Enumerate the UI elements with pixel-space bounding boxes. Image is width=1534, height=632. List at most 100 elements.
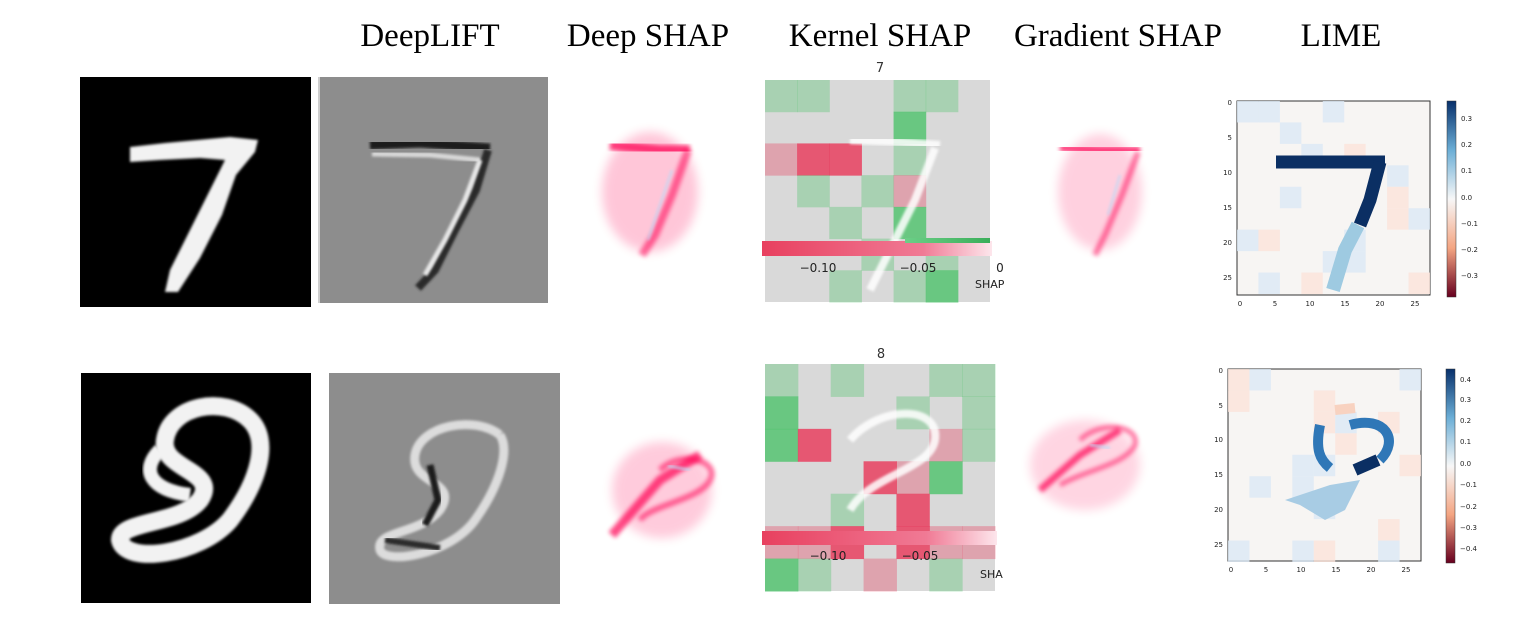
lime-cell (1292, 454, 1314, 477)
lime-x-tick-7: 25 (1411, 300, 1420, 308)
kernel-shap-cell (962, 428, 996, 462)
lime-colorbar-tick-8: 0.1 (1460, 438, 1471, 446)
kernel-shap-cell (797, 175, 830, 208)
kernel-shap-cells-7 (765, 80, 959, 303)
kernel-shap-cell (893, 80, 927, 113)
lime-colorbar-ticks-7: 0.3 0.2 0.1 0.0 −0.1 −0.2 −0.3 (1461, 115, 1478, 280)
lime-y-tick-8: 20 (1214, 506, 1223, 514)
kernel-shap-cell (929, 461, 963, 495)
lime-x-tick-8: 0 (1229, 566, 1233, 574)
lime-colorbar-tick-7: 0.2 (1461, 141, 1472, 149)
lime-x-tick-8: 25 (1402, 566, 1411, 574)
kernel-shap-title-7: 7 (876, 61, 884, 76)
lime-cell (1237, 101, 1259, 123)
kernel-shap-cell (962, 396, 996, 430)
lime-cell (1387, 165, 1409, 187)
deep-shap-map-7 (602, 132, 698, 258)
column-title-deep-shap: Deep SHAP (566, 18, 730, 54)
lime-x-tick-7: 20 (1376, 300, 1385, 308)
lime-faint-cells-8 (1228, 369, 1421, 562)
kernel-shap-cell (893, 143, 927, 176)
lime-cell (1301, 272, 1323, 294)
lime-y-tick-8: 5 (1219, 402, 1223, 410)
kernel-shap-map-7: 7 −0.10 −0.05 0 SHAP (762, 61, 1005, 303)
deeplift-map-8 (329, 373, 560, 604)
lime-colorbar-tick-7: −0.1 (1461, 220, 1478, 228)
kernel-shap-cell (765, 143, 798, 176)
lime-y-tick-7: 10 (1223, 169, 1232, 177)
lime-colorbar-tick-7: −0.2 (1461, 246, 1478, 254)
lime-colorbar-tick-8: −0.4 (1460, 545, 1478, 553)
lime-cell (1399, 369, 1421, 391)
kernel-shap-tick-7-c: 0 (996, 261, 1004, 275)
kernel-shap-axis-label-7: SHAP (975, 278, 1005, 291)
kernel-shap-cell (863, 558, 897, 592)
kernel-shap-cell (929, 558, 963, 592)
lime-colorbar-7 (1446, 100, 1457, 298)
kernel-shap-cell (896, 493, 930, 527)
lime-x-ticks-7: 0 5 10 15 20 25 (1238, 300, 1420, 308)
original-image-8 (81, 373, 311, 603)
kernel-shap-cell (765, 396, 799, 430)
kernel-shap-bar-7 (762, 241, 992, 256)
lime-cell (1387, 186, 1409, 209)
lime-colorbar-ticks-8: 0.4 0.3 0.2 0.1 0.0 −0.1 −0.2 −0.3 −0.4 (1460, 376, 1478, 553)
lime-map-8: 0 5 10 15 20 25 0 5 10 15 20 25 0.4 (1214, 367, 1477, 574)
lime-x-ticks-8: 0 5 10 15 20 25 (1229, 566, 1411, 574)
lime-y-tick-8: 0 (1219, 367, 1223, 375)
lime-y-tick-8: 25 (1214, 541, 1223, 549)
lime-y-tick-7: 15 (1223, 204, 1232, 212)
lime-map-7: 0 5 10 15 20 25 0 5 10 15 20 25 0.3 (1223, 99, 1478, 308)
lime-cell (1279, 186, 1302, 209)
lime-colorbar-tick-8: 0.2 (1460, 417, 1471, 425)
deeplift-map-7 (318, 77, 548, 303)
kernel-shap-title-8: 8 (877, 347, 885, 362)
kernel-shap-cell (797, 558, 832, 592)
lime-y-tick-7: 25 (1223, 274, 1232, 282)
lime-colorbar-tick-8: 0.3 (1460, 396, 1471, 404)
gradient-shap-map-7 (1058, 134, 1142, 257)
kernel-shap-cell (797, 428, 832, 462)
column-title-deeplift: DeepLIFT (360, 18, 500, 54)
gradient-shap-map-8 (1030, 420, 1140, 510)
column-title-gradient-shap: Gradient SHAP (1013, 18, 1223, 54)
lime-colorbar-tick-7: −0.3 (1461, 272, 1478, 280)
kernel-shap-cell (830, 364, 865, 397)
lime-colorbar-tick-8: −0.3 (1460, 524, 1477, 532)
lime-cell (1378, 519, 1400, 541)
lime-y-tick-8: 10 (1214, 436, 1223, 444)
lime-x-tick-8: 10 (1297, 566, 1306, 574)
row-1: 7 −0.10 −0.05 0 SHAP (80, 61, 1478, 308)
original-image-7 (80, 77, 311, 307)
lime-y-ticks-8: 0 5 10 15 20 25 (1214, 367, 1223, 549)
kernel-shap-cell (765, 364, 799, 397)
lime-colorbar-tick-8: −0.1 (1460, 481, 1477, 489)
lime-x-tick-7: 10 (1306, 300, 1315, 308)
lime-faint-cells-7 (1237, 101, 1430, 294)
lime-colorbar-tick-8: 0.4 (1460, 376, 1472, 384)
lime-colorbar-tick-8: −0.2 (1460, 503, 1477, 511)
lime-cell (1237, 229, 1259, 252)
kernel-shap-cell (861, 175, 895, 208)
column-title-lime: LIME (1300, 18, 1382, 54)
lime-cell (1322, 101, 1345, 123)
deep-shap-map-8 (608, 442, 715, 538)
lime-cell (1335, 433, 1357, 455)
lime-colorbar-tick-8: 0.0 (1460, 460, 1471, 468)
kernel-shap-tick-7-a: −0.10 (800, 261, 837, 275)
lime-y-ticks-7: 0 5 10 15 20 25 (1223, 99, 1232, 282)
lime-cell (1249, 476, 1271, 498)
lime-y-tick-7: 0 (1228, 99, 1232, 107)
lime-x-tick-7: 0 (1238, 300, 1242, 308)
kernel-shap-cell (765, 80, 798, 113)
lime-cell (1408, 208, 1430, 230)
kernel-shap-cell (929, 364, 963, 397)
lime-colorbar-tick-7: 0.0 (1461, 194, 1472, 202)
lime-x-tick-8: 5 (1264, 566, 1268, 574)
kernel-shap-cell (925, 270, 959, 303)
kernel-shap-bar-8 (762, 531, 997, 545)
row-2: 8 −0.10 −0.05 SHA (81, 347, 1478, 604)
lime-colorbar-8 (1445, 368, 1456, 564)
kernel-shap-cell (797, 143, 830, 176)
